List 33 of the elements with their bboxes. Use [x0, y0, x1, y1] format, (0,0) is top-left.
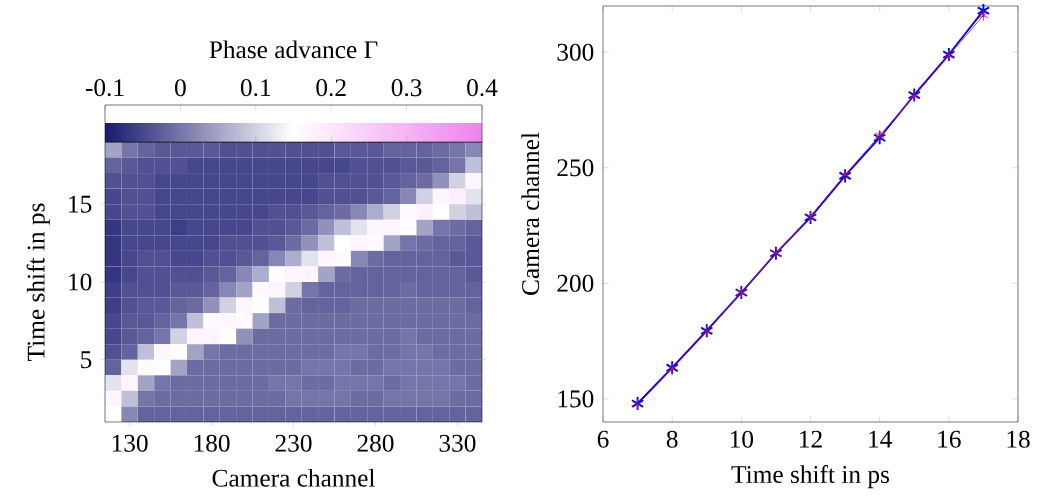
y-tick-label: 10 [69, 273, 92, 291]
x-tick-label: 130 [112, 434, 148, 452]
x-tick-label: 330 [439, 434, 476, 452]
color-bar-label: 0.2 [316, 79, 346, 97]
color-bar-label: 0 [175, 79, 186, 97]
x-axis-title: Time shift in ps [731, 464, 890, 489]
point [874, 129, 885, 142]
y-tick-label: 300 [557, 43, 594, 61]
x-tick-label: 230 [275, 434, 312, 452]
x-tick-label: 10 [730, 430, 754, 448]
y-tick-label: 250 [557, 159, 594, 177]
y-axis-title: Time shift in ps [26, 203, 50, 361]
x-axis-title: Camera channel [212, 468, 375, 487]
color-bar-label: 0.1 [240, 79, 271, 97]
color-bar-title: Phase advance Γ [209, 40, 378, 59]
x-tick-label: 14 [869, 430, 892, 448]
point [978, 9, 989, 22]
x-tick-label: 280 [357, 434, 394, 452]
x-tick-label: 6 [597, 430, 609, 448]
x-tick-label: 18 [1007, 430, 1030, 448]
color-bar-label: -0.1 [85, 79, 124, 97]
y-axis-title: Camera channel [521, 132, 540, 295]
color-bar-label: 0.4 [467, 79, 498, 97]
x-tick-label: 12 [800, 430, 822, 448]
point [873, 130, 887, 146]
x-tick-label: 16 [938, 430, 961, 448]
y-tick-label: 150 [558, 390, 594, 408]
x-tick-label: 180 [194, 434, 230, 452]
x-tick-label: 8 [666, 430, 678, 448]
y-tick-label: 200 [557, 274, 594, 292]
y-tick-label: 15 [69, 195, 92, 213]
color-bar-label: 0.3 [391, 79, 422, 97]
y-tick-label: 5 [81, 351, 92, 369]
